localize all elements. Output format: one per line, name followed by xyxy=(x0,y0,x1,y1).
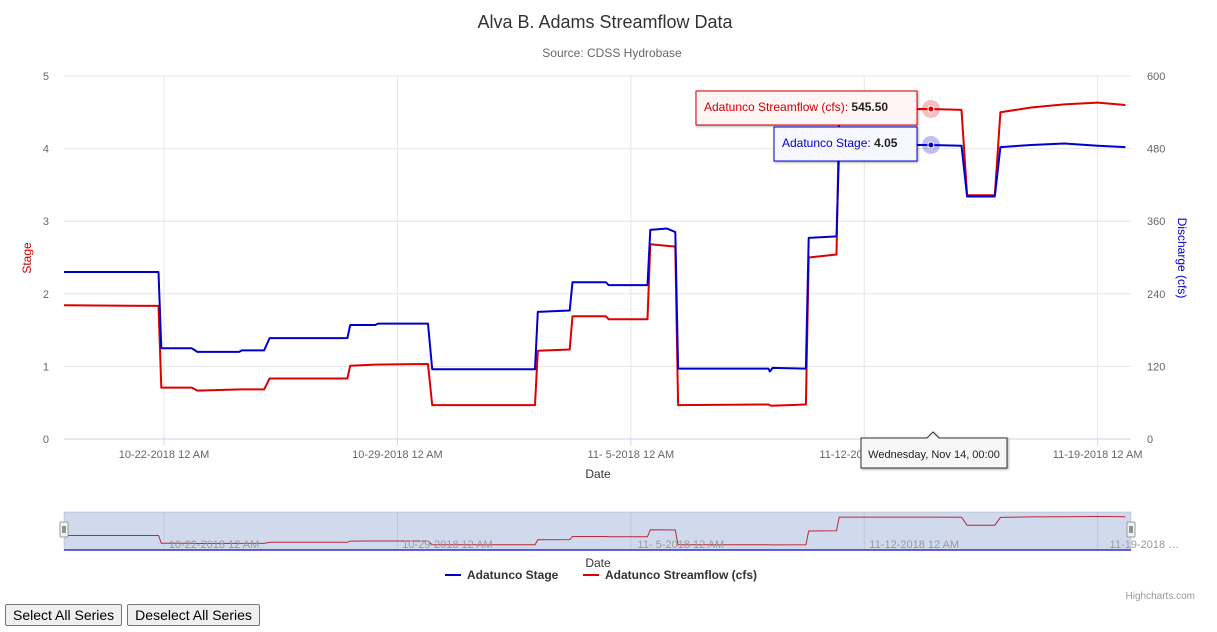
right-tick-label: 600 xyxy=(1147,71,1165,83)
deselect-all-series-button[interactable]: Deselect All Series xyxy=(127,604,260,626)
left-y-axis: 0 1 2 3 4 5 xyxy=(43,71,49,446)
stage-tooltip-label: Adatunco Stage: xyxy=(782,136,874,150)
button-row: Select All Series Deselect All Series xyxy=(5,604,260,626)
right-tick-label: 240 xyxy=(1147,289,1165,301)
chart-subtitle: Source: CDSS Hydrobase xyxy=(542,46,682,60)
legend-label-stage: Adatunco Stage xyxy=(467,568,559,582)
x-axis-title: Date xyxy=(585,467,611,481)
navigator-left-handle[interactable] xyxy=(59,521,69,538)
right-tick-label: 120 xyxy=(1147,361,1165,373)
navigator-tick-label: 11- 5-2018 12 AM xyxy=(638,539,725,551)
right-y-axis: 0 120 240 360 480 600 xyxy=(1147,71,1165,446)
series-lines xyxy=(63,101,1126,407)
streamflow-chart: Alva B. Adams Streamflow Data Source: CD… xyxy=(20,12,1189,582)
legend: Adatunco Stage Adatunco Streamflow (cfs) xyxy=(445,568,757,582)
navigator[interactable]: 10-22-2018 12 AM 10-29-2018 12 AM 11- 5-20… xyxy=(59,511,1179,570)
highcharts-credits[interactable]: Highcharts.com xyxy=(1125,591,1195,602)
select-all-series-button[interactable]: Select All Series xyxy=(5,604,123,626)
navigator-tick-label: 10-29-2018 12 AM xyxy=(402,539,493,551)
plot-grid xyxy=(64,75,1131,440)
hover-markers xyxy=(921,99,940,154)
right-axis-title: Discharge (cfs) xyxy=(1175,218,1189,299)
navigator-selected-range[interactable] xyxy=(64,512,1131,550)
navigator-tick-label: 11-12-2018 12 AM xyxy=(869,539,959,551)
series-line-streamflow xyxy=(63,101,1126,407)
left-tick-label: 1 xyxy=(43,361,49,373)
navigator-tick-labels: 10-22-2018 12 AM 10-29-2018 12 AM 11- 5-20… xyxy=(169,539,1179,551)
date-tooltip-text: Wednesday, Nov 14, 00:00 xyxy=(868,449,1000,461)
x-tick-label: 10-29-2018 12 AM xyxy=(352,449,443,461)
navigator-right-handle[interactable] xyxy=(1126,521,1136,538)
navigator-grid xyxy=(163,512,1099,550)
left-tick-label: 3 xyxy=(43,216,49,228)
legend-label-streamflow: Adatunco Streamflow (cfs) xyxy=(605,568,757,582)
stage-tooltip: Adatunco Stage: 4.05 xyxy=(773,126,918,162)
left-tick-label: 0 xyxy=(43,434,49,446)
legend-item-stage[interactable]: Adatunco Stage xyxy=(445,568,559,582)
svg-text:Adatunco Streamflow (cfs): 545: Adatunco Streamflow (cfs): 545.50 xyxy=(704,100,888,114)
navigator-tick-label: 10-22-2018 12 AM xyxy=(169,539,260,551)
series-line-stage xyxy=(64,142,1126,373)
right-tick-label: 0 xyxy=(1147,434,1153,446)
x-tick-label: 11- 5-2018 12 AM xyxy=(588,449,675,461)
stage-hover-point xyxy=(927,141,935,149)
left-axis-title: Stage xyxy=(20,242,34,274)
streamflow-tooltip: Adatunco Streamflow (cfs): 545.50 xyxy=(695,90,918,126)
right-tick-label: 360 xyxy=(1147,216,1165,228)
navigator-series-line xyxy=(64,515,1126,546)
chart-title: Alva B. Adams Streamflow Data xyxy=(477,12,733,32)
x-tick-label: 10-22-2018 12 AM xyxy=(119,449,210,461)
left-tick-label: 2 xyxy=(43,289,49,301)
legend-item-streamflow[interactable]: Adatunco Streamflow (cfs) xyxy=(583,568,757,582)
left-tick-label: 5 xyxy=(43,71,49,83)
navigator-x-title: Date xyxy=(585,556,611,570)
right-tick-label: 480 xyxy=(1147,144,1165,156)
x-tick-label: 11-19-2018 12 AM xyxy=(1053,449,1143,461)
streamflow-tooltip-label: Adatunco Streamflow (cfs): xyxy=(704,100,851,114)
navigator-tick-label: 11-19-2018 … xyxy=(1110,539,1180,551)
left-tick-label: 4 xyxy=(43,144,49,156)
svg-text:Adatunco Stage: 4.05: Adatunco Stage: 4.05 xyxy=(782,136,898,150)
tooltip-group: Adatunco Streamflow (cfs): 545.50 Adatun… xyxy=(695,90,1008,469)
date-tooltip: Wednesday, Nov 14, 00:00 xyxy=(860,431,1008,469)
stage-tooltip-value: 4.05 xyxy=(874,136,898,150)
streamflow-tooltip-value: 545.50 xyxy=(851,100,888,114)
streamflow-hover-point xyxy=(927,105,935,113)
navigator-series xyxy=(64,515,1126,546)
